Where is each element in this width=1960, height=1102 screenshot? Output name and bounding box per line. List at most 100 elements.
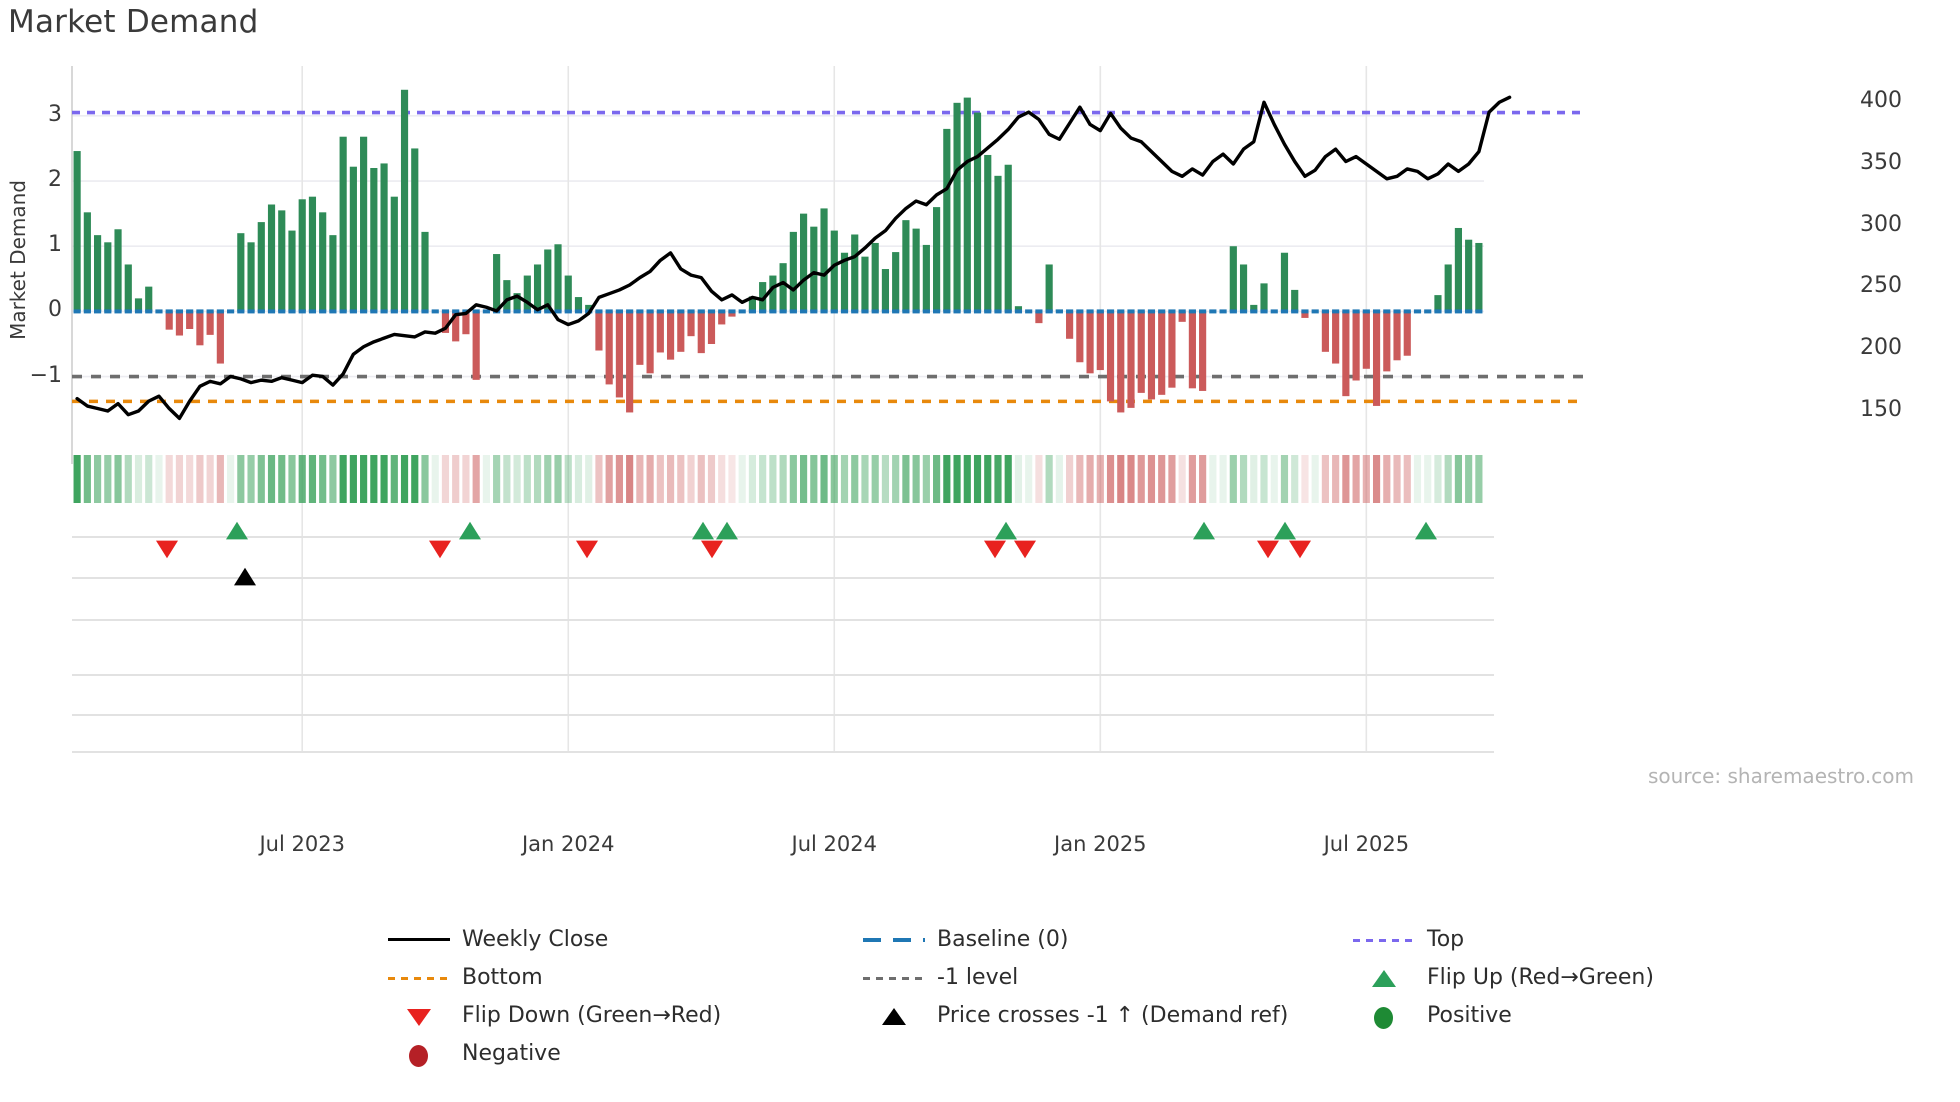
heatmap-cell bbox=[1332, 455, 1340, 503]
baseline-segment bbox=[411, 309, 419, 314]
heatmap-cell bbox=[186, 455, 194, 503]
heatmap-cell bbox=[820, 455, 828, 503]
flip-up-marker bbox=[1415, 521, 1437, 540]
baseline-segment bbox=[1424, 309, 1432, 314]
heatmap-cell bbox=[73, 455, 81, 503]
demand-bar bbox=[840, 252, 849, 312]
baseline-segment bbox=[93, 309, 102, 314]
legend-item[interactable]: -1 level bbox=[855, 958, 1018, 996]
baseline-segment bbox=[1106, 309, 1115, 314]
heatmap-cell bbox=[564, 455, 572, 503]
legend-glyph bbox=[380, 1041, 456, 1067]
heatmap-cell bbox=[799, 455, 808, 503]
demand-bar bbox=[1158, 311, 1166, 395]
demand-bar bbox=[871, 242, 879, 312]
heatmap-cell bbox=[1086, 455, 1094, 503]
heatmap-cell bbox=[247, 455, 255, 503]
demand-bar bbox=[994, 175, 1002, 312]
baseline-segment bbox=[1444, 309, 1452, 314]
baseline-segment bbox=[1035, 309, 1043, 314]
heatmap-cell bbox=[646, 455, 654, 503]
baseline-segment bbox=[1168, 309, 1176, 314]
heatmap-cell bbox=[1311, 455, 1319, 503]
heatmap-cell bbox=[308, 455, 317, 503]
demand-bar bbox=[912, 228, 920, 312]
baseline-segment bbox=[1188, 309, 1196, 314]
heatmap-cell bbox=[656, 455, 664, 503]
heatmap-cell bbox=[1096, 455, 1104, 503]
baseline-segment bbox=[523, 309, 531, 314]
heatmap-cell bbox=[278, 455, 286, 503]
baseline-segment bbox=[1311, 309, 1319, 314]
baseline-segment bbox=[165, 309, 173, 314]
demand-bar bbox=[1291, 289, 1299, 312]
heatmap-cell bbox=[462, 455, 470, 503]
heatmap-cell bbox=[1280, 455, 1289, 503]
legend-glyph bbox=[1345, 927, 1421, 951]
legend-item[interactable]: Flip Up (Red→Green) bbox=[1345, 958, 1654, 996]
legend-label: Bottom bbox=[462, 964, 543, 990]
demand-bar bbox=[1239, 264, 1248, 312]
baseline-segment bbox=[247, 309, 255, 314]
legend-label: Top bbox=[1427, 926, 1465, 952]
demand-bar bbox=[493, 254, 501, 312]
legend-item[interactable]: Top bbox=[1345, 920, 1464, 958]
baseline-segment bbox=[605, 309, 613, 314]
heatmap-cell bbox=[769, 455, 777, 503]
baseline-segment bbox=[452, 309, 460, 314]
demand-bar bbox=[1086, 311, 1094, 374]
demand-bar bbox=[370, 168, 378, 312]
demand-bar bbox=[1280, 252, 1289, 312]
legend-row: Bottom -1 level Flip Up (Red→Green) bbox=[0, 958, 1960, 996]
baseline-segment bbox=[1454, 309, 1463, 314]
market-demand-chart bbox=[71, 66, 1584, 753]
heatmap-cell bbox=[595, 455, 603, 503]
heatmap-cell bbox=[810, 455, 818, 503]
heatmap-cell bbox=[707, 455, 716, 503]
demand-bar bbox=[1465, 239, 1473, 312]
demand-bar bbox=[1096, 311, 1104, 371]
heatmap-cell bbox=[677, 455, 685, 503]
baseline-segment bbox=[308, 309, 317, 314]
demand-bar bbox=[636, 311, 644, 365]
demand-bar bbox=[400, 89, 409, 312]
legend-item[interactable]: Bottom bbox=[380, 958, 543, 996]
demand-bar bbox=[718, 311, 726, 325]
demand-bar bbox=[728, 311, 736, 317]
demand-bar bbox=[748, 296, 757, 312]
legend-item[interactable]: Flip Down (Green→Red) bbox=[380, 996, 721, 1034]
baseline-segment bbox=[646, 309, 654, 314]
baseline-segment bbox=[1066, 309, 1074, 314]
baseline-segment bbox=[963, 309, 971, 314]
legend-item[interactable]: Positive bbox=[1345, 996, 1512, 1034]
demand-bar bbox=[830, 230, 838, 312]
baseline-segment bbox=[349, 309, 357, 314]
chart-legend: Weekly Close Baseline (0) Top Bottom -1 lev… bbox=[0, 920, 1960, 1072]
demand-bar bbox=[1117, 311, 1125, 413]
demand-bar bbox=[779, 263, 787, 312]
legend-item[interactable]: Negative bbox=[380, 1034, 561, 1072]
y-tick-right: 200 bbox=[1860, 335, 1902, 361]
legend-item[interactable]: Weekly Close bbox=[380, 920, 608, 958]
legend-item[interactable]: Price crosses -1 ↑ (Demand ref) bbox=[855, 996, 1288, 1034]
demand-bar bbox=[1106, 311, 1115, 402]
demand-bar bbox=[339, 136, 347, 312]
demand-bar bbox=[984, 154, 992, 312]
legend-item[interactable]: Baseline (0) bbox=[855, 920, 1068, 958]
heatmap-cell bbox=[1465, 455, 1473, 503]
demand-bar bbox=[308, 196, 317, 312]
legend-label: Negative bbox=[462, 1040, 561, 1066]
heatmap-cell bbox=[738, 455, 746, 503]
baseline-segment bbox=[1239, 309, 1248, 314]
baseline-segment bbox=[861, 309, 869, 314]
baseline-segment bbox=[503, 309, 511, 314]
demand-bar bbox=[1137, 311, 1145, 393]
heatmap-cell bbox=[1393, 455, 1401, 503]
heatmap-cell bbox=[626, 455, 634, 503]
heatmap-cell bbox=[1413, 455, 1422, 503]
demand-bar bbox=[646, 311, 654, 374]
baseline-segment bbox=[175, 309, 184, 314]
baseline-segment bbox=[1096, 309, 1104, 314]
demand-bar bbox=[360, 136, 368, 312]
baseline-segment bbox=[114, 309, 122, 314]
